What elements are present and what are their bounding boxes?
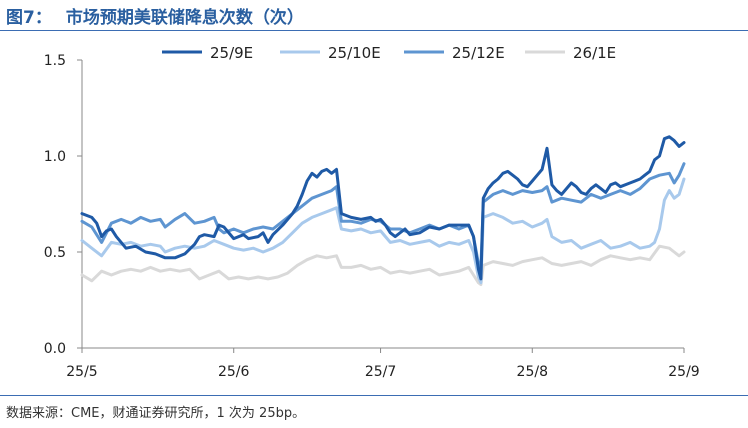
x-tick-label: 25/6 [218,364,250,380]
x-tick-label: 25/9 [668,364,699,380]
legend-label: 26/1E [573,44,616,62]
series-line-25-9e [80,135,686,281]
y-tick-label: 0.5 [44,245,66,261]
source-divider [0,395,748,396]
y-tick-label: 1.5 [44,53,66,69]
legend-label: 25/9E [210,44,253,62]
x-tick-label: 25/5 [66,364,97,380]
figure-number: 图7： [6,8,52,28]
chart-legend: 25/9E 25/10E 25/12E 26/1E [162,44,616,62]
series-line-25-12e [80,162,686,269]
title-divider [0,30,748,31]
legend-label: 25/12E [452,44,505,62]
x-tick-label: 25/8 [517,364,548,380]
x-tick-label: 25/7 [365,364,396,380]
line-chart: 25/9E 25/10E 25/12E 26/1E 0.0 0.5 1.0 1.5 25/5 2… [44,44,700,380]
chart-series [80,135,686,287]
legend-label: 25/10E [328,44,381,62]
series-line-26-1e [80,244,686,287]
chart-axes: 0.0 0.5 1.0 1.5 25/5 25/6 25/7 25/8 25/9 [44,53,700,380]
figure-title: 图7： 市场预期美联储降息次数（次） [6,3,304,28]
y-tick-label: 1.0 [44,149,66,165]
source-note: 数据来源：CME，财通证券研究所，1 次为 25bp。 [6,406,306,421]
y-tick-label: 0.0 [44,341,66,357]
figure-title-text: 市场预期美联储降息次数（次） [65,8,304,28]
